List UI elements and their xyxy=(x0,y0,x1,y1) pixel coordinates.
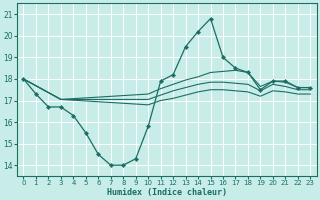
X-axis label: Humidex (Indice chaleur): Humidex (Indice chaleur) xyxy=(107,188,227,197)
